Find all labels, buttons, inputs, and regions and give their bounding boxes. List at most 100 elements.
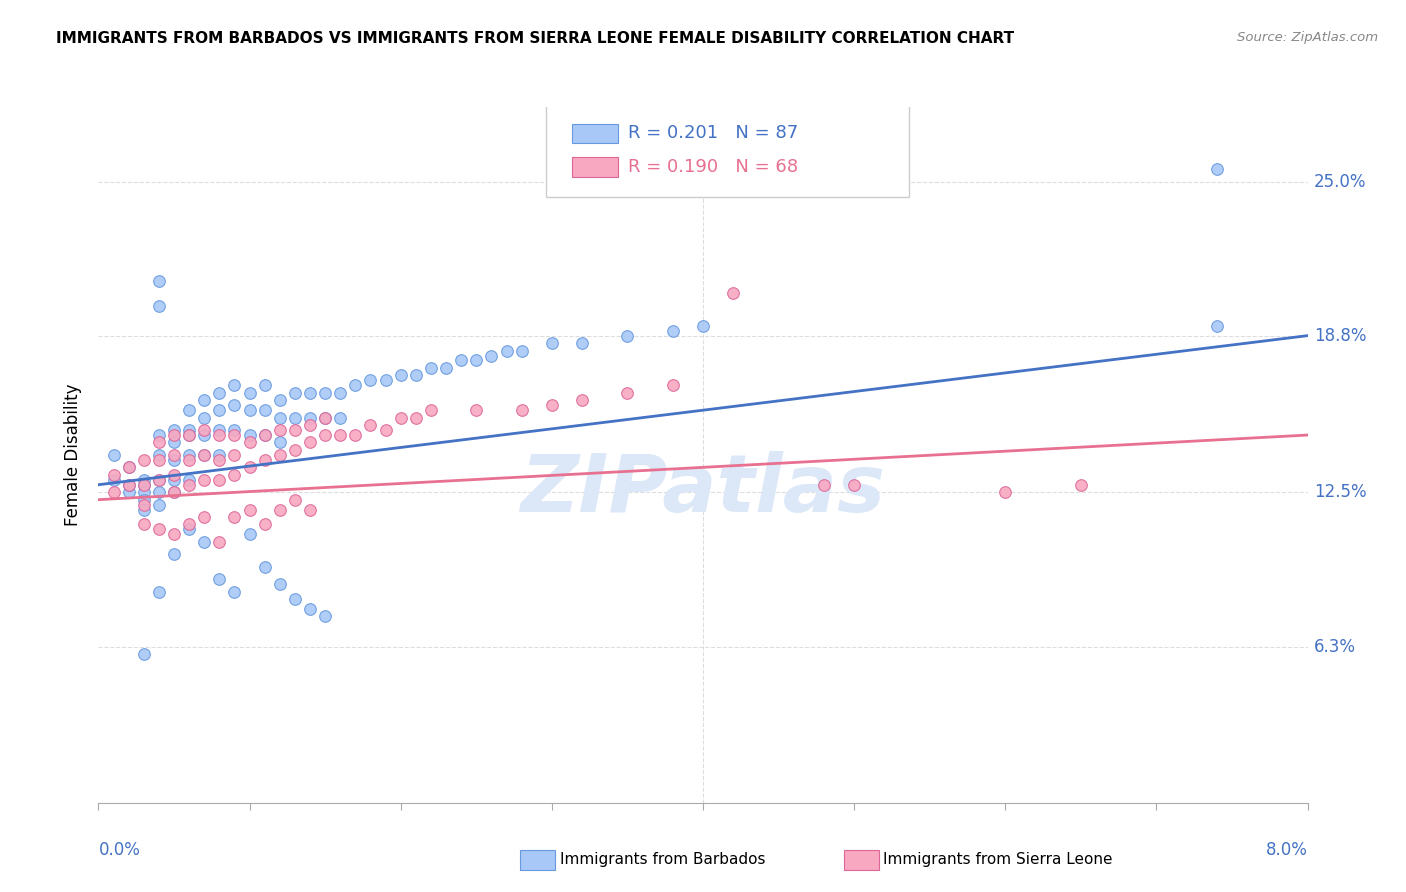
Immigrants from Barbados [253,559,276,574]
Immigrants from Sierra Leone [571,393,593,408]
Immigrants from Barbados [389,368,412,383]
Immigrants from Barbados [148,448,170,462]
Immigrants from Barbados [148,299,170,313]
Immigrants from Sierra Leone [994,485,1017,500]
FancyBboxPatch shape [546,103,908,197]
Immigrants from Sierra Leone [208,453,231,467]
Immigrants from Sierra Leone [148,523,170,537]
Immigrants from Sierra Leone [661,378,683,392]
Immigrants from Sierra Leone [813,477,835,491]
Immigrants from Sierra Leone [239,460,262,475]
Text: 12.5%: 12.5% [1313,483,1367,501]
Immigrants from Barbados [163,453,186,467]
Immigrants from Barbados [465,353,488,368]
Immigrants from Barbados [540,336,562,351]
Immigrants from Sierra Leone [405,410,427,425]
Immigrants from Sierra Leone [269,448,291,462]
Immigrants from Sierra Leone [224,467,246,482]
Immigrants from Barbados [118,477,141,491]
Immigrants from Sierra Leone [163,485,186,500]
Immigrants from Barbados [692,318,714,333]
Immigrants from Sierra Leone [253,428,276,442]
Immigrants from Sierra Leone [299,418,322,433]
Immigrants from Barbados [359,373,381,387]
Immigrants from Barbados [208,423,231,437]
Immigrants from Barbados [179,448,201,462]
Immigrants from Barbados [179,403,201,417]
Immigrants from Barbados [163,547,186,561]
Immigrants from Barbados [1205,318,1229,333]
Immigrants from Sierra Leone [118,460,141,475]
FancyBboxPatch shape [572,157,619,177]
Immigrants from Barbados [434,361,457,376]
Immigrants from Sierra Leone [1070,477,1092,491]
Immigrants from Barbados [419,361,441,376]
Y-axis label: Female Disability: Female Disability [65,384,83,526]
Immigrants from Sierra Leone [179,517,201,532]
Immigrants from Barbados [179,473,201,487]
Immigrants from Barbados [118,460,141,475]
Immigrants from Sierra Leone [179,477,201,491]
Immigrants from Barbados [284,410,307,425]
Immigrants from Barbados [661,324,683,338]
Immigrants from Barbados [179,523,201,537]
Immigrants from Sierra Leone [359,418,381,433]
Immigrants from Barbados [208,448,231,462]
Immigrants from Sierra Leone [148,435,170,450]
Immigrants from Barbados [163,423,186,437]
Immigrants from Barbados [450,353,472,368]
Immigrants from Sierra Leone [239,435,262,450]
FancyBboxPatch shape [572,124,619,144]
Immigrants from Barbados [118,485,141,500]
Immigrants from Barbados [193,393,215,408]
Immigrants from Barbados [193,410,215,425]
Immigrants from Barbados [163,485,186,500]
Immigrants from Sierra Leone [253,517,276,532]
Immigrants from Barbados [193,428,215,442]
Immigrants from Barbados [269,577,291,591]
Immigrants from Barbados [314,410,336,425]
Immigrants from Sierra Leone [239,502,262,516]
Text: R = 0.201   N = 87: R = 0.201 N = 87 [628,125,799,143]
Immigrants from Sierra Leone [284,492,307,507]
Immigrants from Barbados [148,498,170,512]
Immigrants from Barbados [253,428,276,442]
Immigrants from Barbados [148,274,170,288]
Immigrants from Sierra Leone [224,448,246,462]
Immigrants from Sierra Leone [163,428,186,442]
Immigrants from Barbados [269,393,291,408]
Immigrants from Barbados [132,473,155,487]
Immigrants from Sierra Leone [344,428,367,442]
Immigrants from Sierra Leone [224,428,246,442]
Immigrants from Barbados [374,373,396,387]
Immigrants from Sierra Leone [148,453,170,467]
Immigrants from Barbados [132,502,155,516]
Immigrants from Sierra Leone [103,485,125,500]
Immigrants from Sierra Leone [193,448,215,462]
Immigrants from Barbados [132,485,155,500]
Immigrants from Sierra Leone [208,535,231,549]
Immigrants from Barbados [299,410,322,425]
Immigrants from Sierra Leone [132,477,155,491]
Immigrants from Sierra Leone [389,410,412,425]
Immigrants from Sierra Leone [208,428,231,442]
Immigrants from Sierra Leone [540,398,562,412]
Immigrants from Barbados [253,378,276,392]
Immigrants from Sierra Leone [284,442,307,457]
Immigrants from Sierra Leone [299,502,322,516]
Text: 8.0%: 8.0% [1265,841,1308,859]
Immigrants from Sierra Leone [269,423,291,437]
Immigrants from Barbados [103,448,125,462]
Immigrants from Sierra Leone [723,286,745,301]
Immigrants from Sierra Leone [374,423,396,437]
Immigrants from Sierra Leone [224,510,246,524]
Immigrants from Sierra Leone [844,477,866,491]
Immigrants from Barbados [193,448,215,462]
Immigrants from Sierra Leone [118,477,141,491]
Immigrants from Sierra Leone [314,428,336,442]
Immigrants from Barbados [329,410,352,425]
Immigrants from Barbados [405,368,427,383]
Immigrants from Sierra Leone [132,517,155,532]
Immigrants from Sierra Leone [148,473,170,487]
Immigrants from Sierra Leone [284,423,307,437]
